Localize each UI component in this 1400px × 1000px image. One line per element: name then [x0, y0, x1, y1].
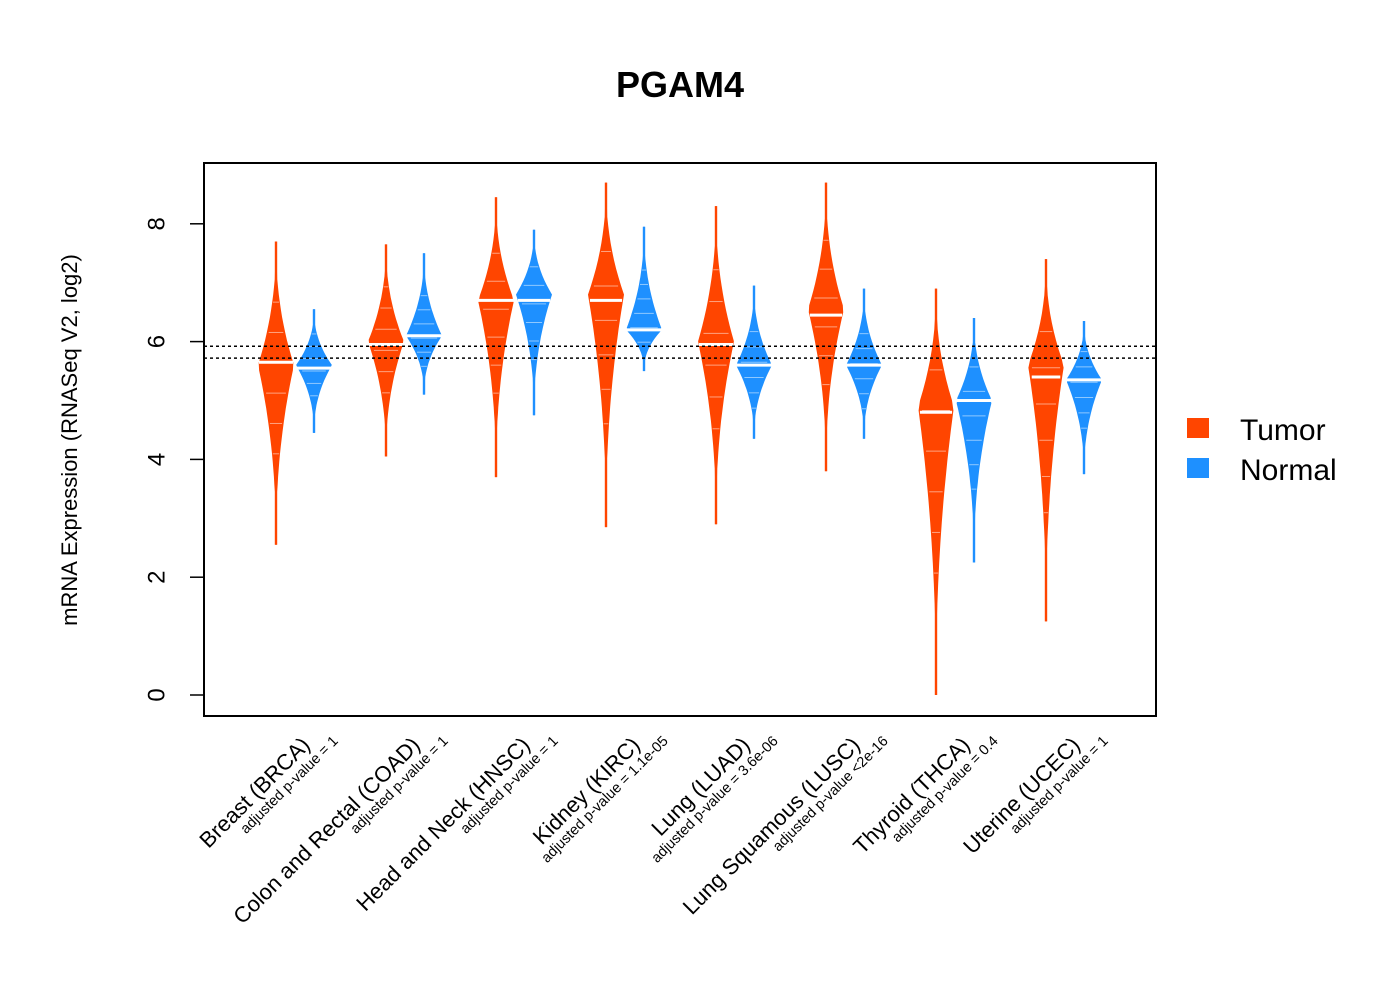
violin-normal-6: [956, 318, 992, 563]
legend-swatch-tumor: [1187, 418, 1209, 438]
violins-layer: [258, 182, 1102, 695]
y-tick-label: 6: [143, 335, 170, 348]
y-axis: 0 2 4 6 8: [143, 217, 205, 702]
legend-swatch-normal: [1187, 458, 1209, 478]
violin-tumor-7: [1028, 259, 1064, 622]
violin-tumor-5: [808, 182, 844, 472]
violin-tumor-3: [588, 182, 624, 528]
violin-tumor-4: [698, 206, 734, 525]
violin-normal-2: [516, 229, 552, 416]
y-tick-label: 2: [143, 571, 170, 584]
violin-tumor-2: [478, 197, 514, 478]
violin-normal-0: [296, 309, 332, 433]
x-category-label: Colon and Rectal (COAD): [228, 732, 425, 929]
violin-tumor-1: [368, 244, 404, 457]
y-tick-label: 8: [143, 217, 170, 230]
reference-lines: [204, 345, 1156, 359]
x-category-label: Breast (BRCA): [194, 732, 315, 853]
legend: Tumor Normal: [1187, 414, 1337, 487]
x-category-label: Lung Squamous (LUSC): [678, 732, 865, 919]
violin-normal-1: [406, 253, 442, 395]
chart-title: PGAM4: [616, 64, 744, 105]
violin-tumor-6: [918, 288, 954, 695]
legend-label-normal: Normal: [1240, 454, 1337, 487]
violin-normal-3: [626, 226, 662, 372]
y-tick-label: 0: [143, 688, 170, 701]
legend-label-tumor: Tumor: [1240, 414, 1326, 447]
violin-normal-4: [736, 285, 772, 439]
violin-tumor-0: [258, 241, 294, 545]
violin-normal-7: [1066, 320, 1102, 475]
y-axis-label: mRNA Expression (RNASeq V2, log2): [57, 254, 82, 626]
plot-frame: [203, 162, 1157, 717]
y-tick-label: 4: [143, 453, 170, 466]
violin-normal-5: [846, 288, 882, 439]
